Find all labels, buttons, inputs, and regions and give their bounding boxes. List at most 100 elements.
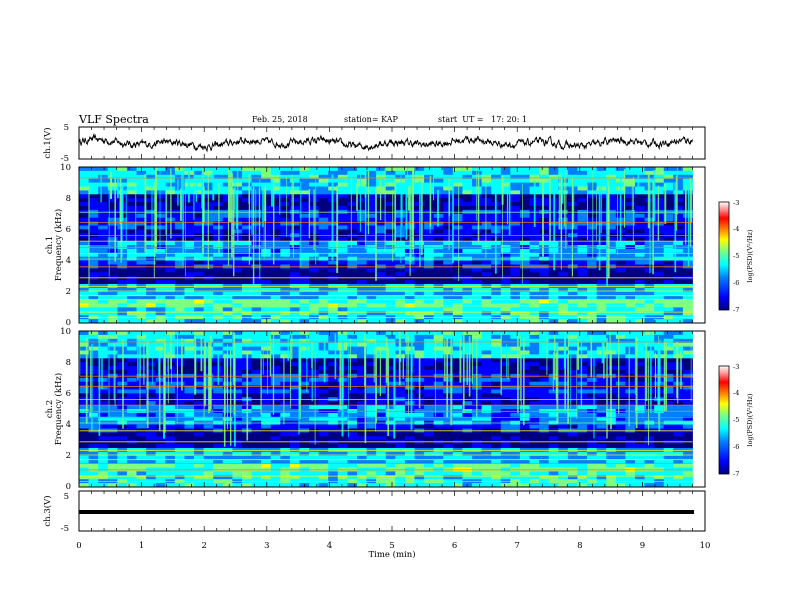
spectrogram-cell <box>452 241 463 246</box>
spectrogram-cell <box>385 354 396 359</box>
spectrogram-cell <box>318 217 329 222</box>
spectrogram-cell <box>529 342 540 347</box>
spectrogram-cell <box>385 331 396 336</box>
spectrogram-cell <box>615 370 626 375</box>
spectrogram-cell <box>88 291 99 297</box>
spectrogram-cell <box>289 424 300 429</box>
spectrogram-cell <box>88 381 99 386</box>
spectrogram-cell <box>663 174 674 180</box>
spectrogram-cell <box>366 198 377 203</box>
spectrogram-cell <box>548 174 559 180</box>
spectrogram-cell <box>289 319 300 324</box>
spectrogram-cell <box>155 350 166 355</box>
spectrogram-cell <box>155 416 166 422</box>
spectrogram-cell <box>261 354 272 359</box>
spectrogram-cell <box>452 424 463 429</box>
spectrogram-cell <box>213 291 224 297</box>
spectrogram-cell <box>558 252 569 258</box>
spectrogram-cell <box>424 331 435 336</box>
spectrogram-cell <box>654 272 665 277</box>
spectrogram-cell <box>615 377 626 383</box>
spectrogram-cell <box>433 362 444 367</box>
spectrogram-cell <box>663 311 674 316</box>
spectrogram-cell <box>136 424 147 429</box>
spectrogram-cell <box>146 444 157 449</box>
spectrogram-cell <box>596 342 607 347</box>
spectrogram-cell <box>299 252 310 258</box>
spectrogram-cell <box>596 295 607 300</box>
spectrogram-cell <box>539 393 550 398</box>
spectrogram-cell <box>299 424 310 429</box>
spectrogram-cell <box>155 237 166 242</box>
spectrogram-cell <box>462 194 473 199</box>
spectrogram-cell <box>433 436 444 441</box>
spectrogram-cell <box>634 370 645 375</box>
spectrogram-cell <box>404 182 415 187</box>
spectrogram-cell <box>79 311 89 316</box>
spectrogram-cell <box>424 225 435 230</box>
spectrogram-cell <box>318 436 329 441</box>
spectrogram-cell <box>385 338 396 344</box>
spectrogram-cell <box>309 338 320 344</box>
spectrogram-cell <box>270 319 281 324</box>
spectrogram-cell <box>165 291 176 297</box>
spectrogram-cell <box>356 178 367 183</box>
spectrogram-cell <box>270 276 281 281</box>
spectrogram-cell <box>146 440 157 445</box>
spectrogram-cell <box>203 268 214 273</box>
spectrogram-cell <box>558 334 569 340</box>
spectrogram-cell <box>251 401 262 406</box>
spectrogram-cell <box>213 186 224 191</box>
spectrogram-cell <box>596 272 607 277</box>
spectrogram-cell <box>567 354 578 359</box>
spectrogram-cell <box>194 385 205 390</box>
spectrogram-cell <box>596 170 607 176</box>
spectrogram-cell <box>673 299 684 304</box>
spectrogram-cell <box>270 229 281 234</box>
spectrogram-cell <box>682 358 693 363</box>
spectrogram-cell <box>472 311 482 316</box>
spectrogram-cell <box>500 354 511 359</box>
spectrogram-cell <box>500 248 511 254</box>
spectrogram-cell <box>88 229 99 234</box>
spectrogram-cell <box>280 389 291 394</box>
spectrogram-cell <box>539 260 550 265</box>
spectrogram-cell <box>529 354 540 359</box>
spectrogram-cell <box>270 280 281 285</box>
spectrogram-cell <box>280 381 291 386</box>
spectrogram-cell <box>299 381 310 386</box>
spectrogram-cell <box>299 432 310 437</box>
spectrogram-cell <box>280 167 291 172</box>
spectrogram-cell <box>462 170 473 176</box>
spectrogram-cell <box>165 280 176 285</box>
spectrogram-cell <box>452 268 463 273</box>
spectrogram-cell <box>337 440 348 445</box>
spectrogram-cell <box>299 311 310 316</box>
spectrogram-cell <box>251 389 262 394</box>
spectrogram-cell <box>376 229 387 234</box>
spectrogram-cell <box>155 331 166 336</box>
spectrogram-cell <box>184 385 195 390</box>
spectrogram-cell <box>289 272 300 277</box>
spectrogram-cell <box>395 276 406 281</box>
spectrogram-cell <box>634 389 645 394</box>
spectrogram-cell <box>280 362 291 367</box>
spectrogram-cell <box>673 280 684 285</box>
spectrogram-cell <box>500 444 511 449</box>
spectrogram-cell <box>529 370 540 375</box>
spectrogram-cell <box>404 416 415 422</box>
spectrogram-cell <box>443 248 454 254</box>
spectrogram-cell <box>433 381 444 386</box>
spectrogram-cell <box>376 295 387 300</box>
spectrogram-cell <box>443 174 454 180</box>
spectrogram-cell <box>587 213 598 219</box>
spectrogram-cell <box>347 354 358 359</box>
spectrogram-cell <box>337 252 348 258</box>
spectrogram-cell <box>558 241 569 246</box>
spectrogram-cell <box>232 440 243 445</box>
spectrogram-cell <box>280 217 291 222</box>
spectrogram-cell <box>347 362 358 367</box>
spectrogram-cell <box>539 366 550 371</box>
spectrogram-cell <box>261 276 272 281</box>
spectrogram-cell <box>539 405 550 410</box>
